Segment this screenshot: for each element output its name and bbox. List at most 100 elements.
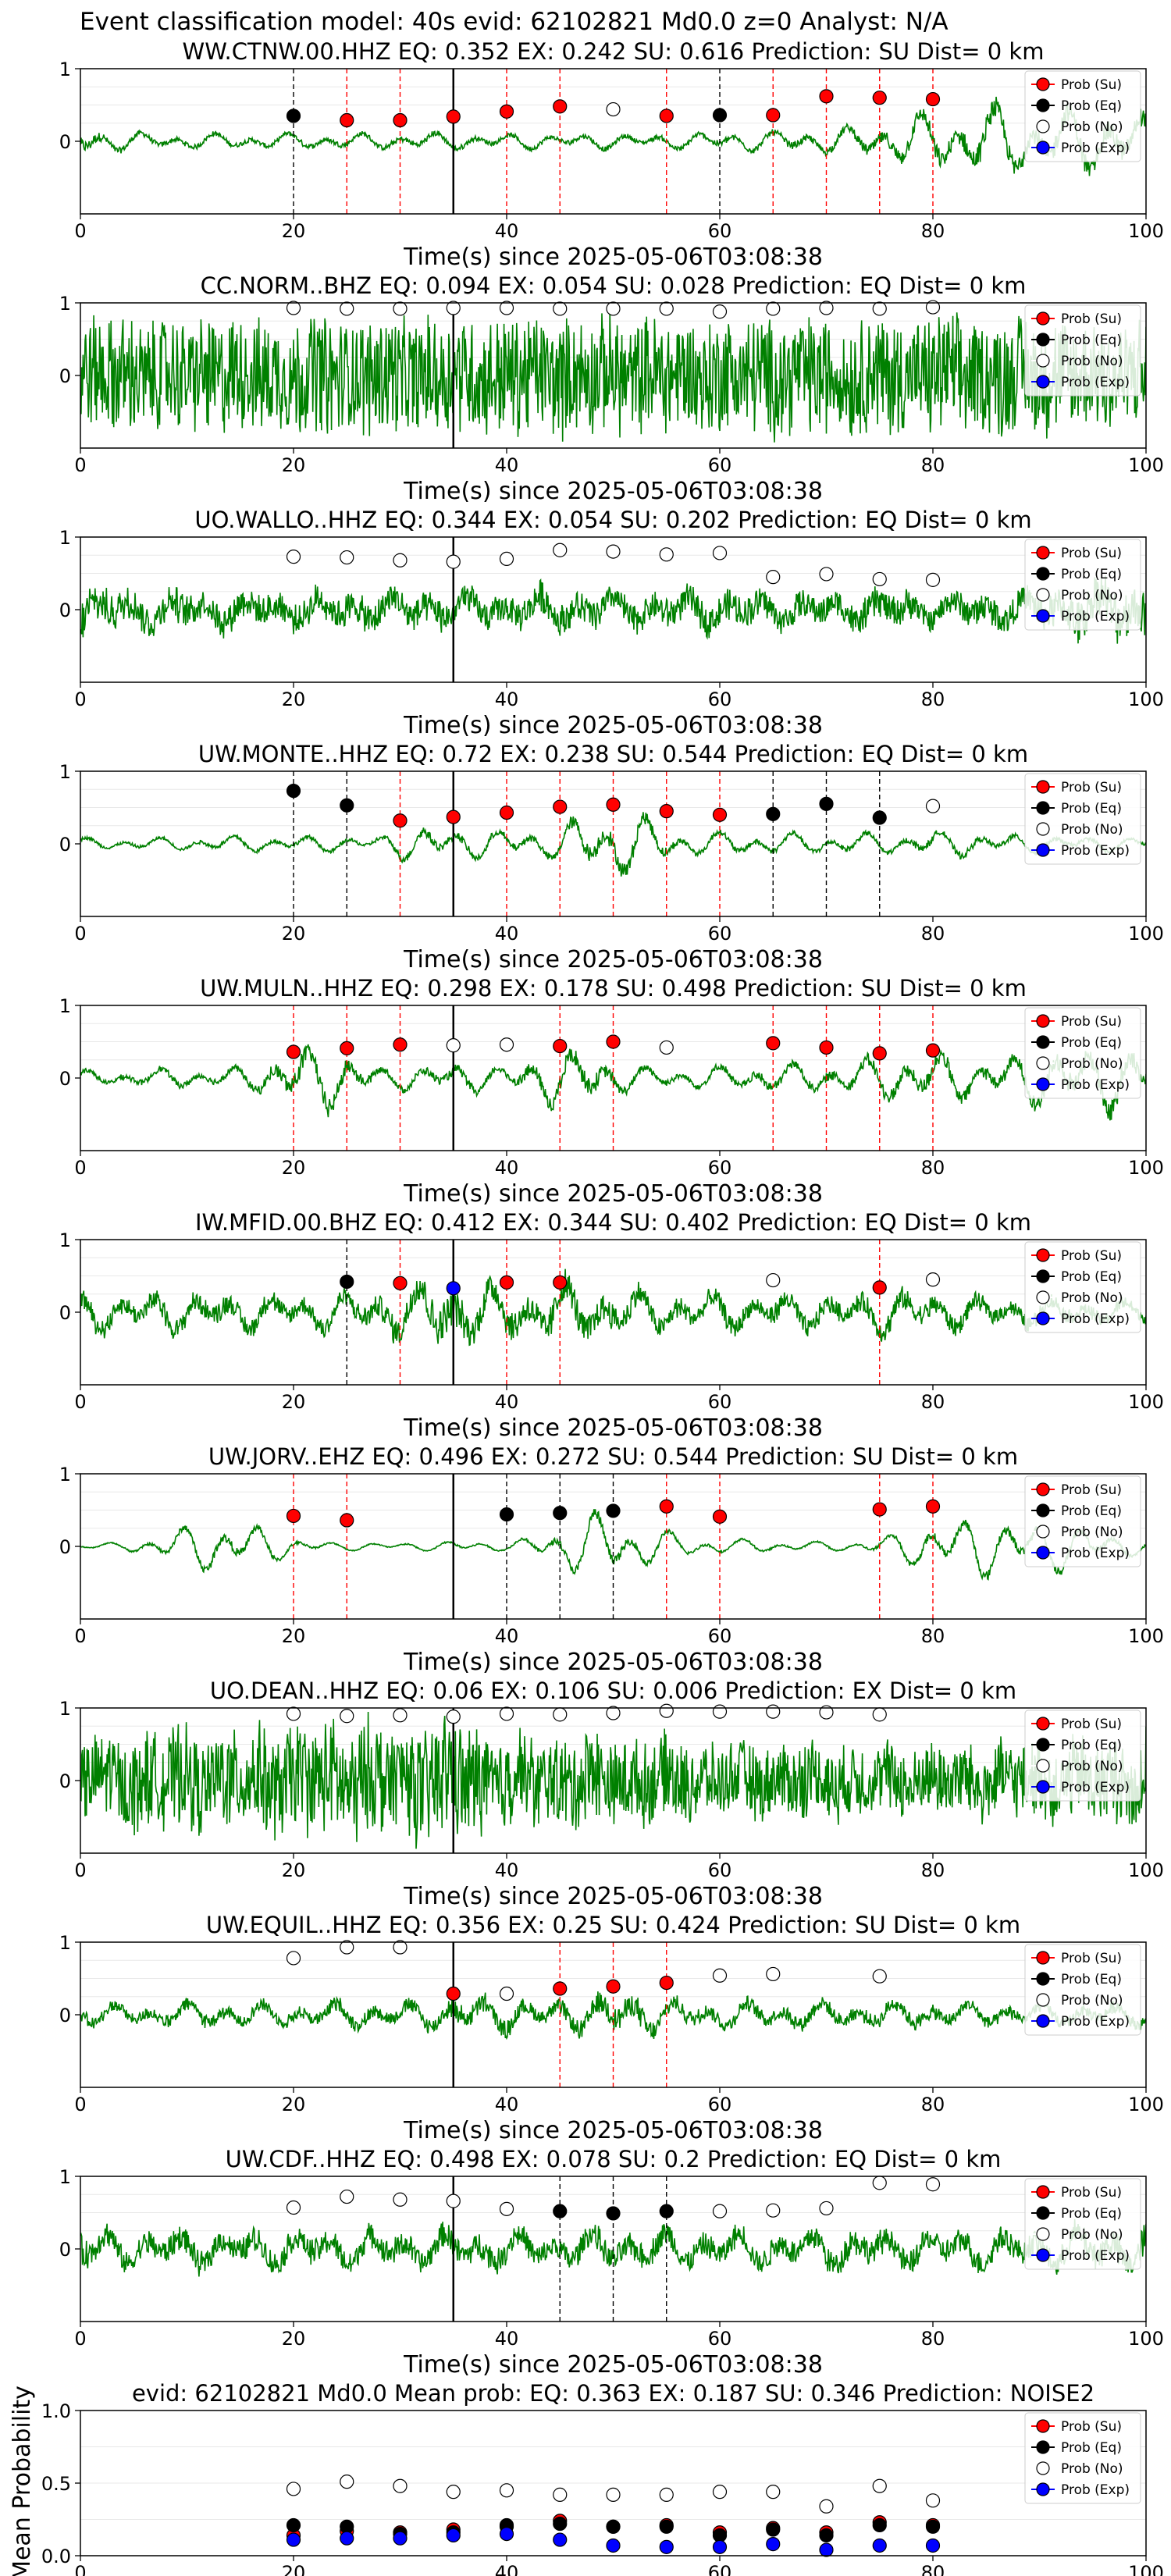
- x-tick-label: 40: [495, 2094, 519, 2115]
- x-tick-label: 40: [495, 220, 519, 242]
- legend-marker: [1036, 1525, 1050, 1539]
- legend: Prob (Su) Prob (Eq) Prob (No) Prob (Exp): [1024, 1007, 1141, 1099]
- legend-label: Prob (Eq): [1061, 2440, 1122, 2456]
- legend-label: Prob (No): [1061, 588, 1123, 603]
- mean-point-no: [925, 2493, 941, 2508]
- x-tick-label: 0: [74, 2094, 86, 2115]
- legend-label: Prob (Exp): [1061, 1546, 1130, 1561]
- legend-frame: [1024, 1710, 1141, 1802]
- legend-marker: [1036, 1717, 1050, 1731]
- legend-label: Prob (Exp): [1061, 609, 1130, 624]
- prob-point-su: [286, 1044, 301, 1059]
- prob-point-su: [553, 99, 568, 114]
- prob-point-no: [393, 2192, 408, 2207]
- panel-title: UW.MONTE..HHZ EQ: 0.72 EX: 0.238 SU: 0.5…: [198, 741, 1028, 767]
- prob-point-no: [340, 550, 354, 565]
- x-tick-label: 40: [495, 923, 519, 945]
- x-tick-label: 80: [921, 2562, 945, 2576]
- prob-point-no: [659, 1040, 674, 1055]
- prob-point-no: [766, 301, 781, 316]
- prob-point-no: [819, 1705, 834, 1720]
- prob-point-no: [606, 1706, 621, 1720]
- legend-marker: [1036, 1014, 1050, 1028]
- legend-marker: [1036, 801, 1050, 815]
- legend-marker: [1036, 98, 1050, 112]
- axes-frame: [80, 68, 1147, 215]
- panel-title: WW.CTNW.00.HHZ EQ: 0.352 EX: 0.242 SU: 0…: [183, 38, 1045, 65]
- y-tick-label: 0: [59, 1536, 71, 1558]
- station-panel: UO.WALLO..HHZ EQ: 0.344 EX: 0.054 SU: 0.…: [59, 507, 1164, 739]
- y-tick-label: 1: [59, 1464, 71, 1485]
- x-tick-label: 40: [495, 2328, 519, 2350]
- prob-point-su: [712, 807, 728, 822]
- y-tick-label: 1: [59, 1698, 71, 1720]
- legend: Prob (Su) Prob (Eq) Prob (No) Prob (Exp): [1024, 1944, 1141, 2036]
- prob-point-no: [393, 301, 408, 316]
- prob-point-no: [872, 1707, 887, 1722]
- station-panel: UW.JORV..EHZ EQ: 0.496 EX: 0.272 SU: 0.5…: [59, 1443, 1164, 1676]
- x-tick-label: 60: [708, 688, 732, 710]
- legend-frame: [1024, 2412, 1141, 2504]
- prob-point-eq: [553, 2204, 568, 2218]
- x-tick-label: 0: [74, 2328, 86, 2350]
- panel-title: IW.MFID.00.BHZ EQ: 0.412 EX: 0.344 SU: 0…: [195, 1209, 1031, 1236]
- mean-point-exp: [659, 2539, 674, 2554]
- x-axis-label: Time(s) since 2025-05-06T03:08:38: [403, 1649, 823, 1676]
- x-tick-label: 0: [74, 1157, 86, 1179]
- x-tick-label: 100: [1128, 2328, 1164, 2350]
- y-tick-label: 0: [59, 365, 71, 387]
- prob-point-eq: [819, 796, 834, 811]
- x-tick-label: 100: [1128, 2562, 1164, 2576]
- x-axis-label: Time(s) since 2025-05-06T03:08:38: [403, 712, 823, 739]
- prob-point-su: [446, 109, 461, 124]
- mean-point-eq: [553, 2516, 568, 2532]
- x-tick-label: 0: [74, 1625, 86, 1647]
- x-tick-label: 20: [282, 2562, 306, 2576]
- mean-point-exp: [925, 2538, 941, 2553]
- prob-point-su: [606, 1034, 621, 1049]
- prob-point-su: [766, 1036, 781, 1051]
- prob-point-no: [766, 1704, 781, 1719]
- plot-area: [80, 537, 1146, 682]
- prob-point-no: [393, 1708, 408, 1723]
- prob-point-no: [286, 2200, 301, 2215]
- legend: Prob (Su) Prob (Eq) Prob (No) Prob (Exp): [1024, 1475, 1141, 1567]
- prob-point-eq: [286, 784, 301, 799]
- prob-point-su: [766, 108, 781, 123]
- legend-marker: [1036, 2419, 1050, 2433]
- legend-marker: [1036, 1311, 1050, 1325]
- x-tick-label: 80: [921, 1391, 945, 1413]
- mean-point-eq: [659, 2519, 674, 2534]
- prob-point-su: [606, 1979, 621, 1994]
- mean-point-eq: [766, 2522, 781, 2537]
- legend-label: Prob (No): [1061, 822, 1123, 838]
- legend-label: Prob (No): [1061, 1056, 1123, 1072]
- prob-point-eq: [712, 108, 728, 123]
- prob-point-no: [819, 301, 834, 315]
- x-tick-label: 80: [921, 1859, 945, 1881]
- mean-point-eq: [872, 2517, 887, 2533]
- prob-point-su: [553, 1038, 568, 1054]
- mean-point-eq: [286, 2517, 301, 2533]
- legend: Prob (Su) Prob (Eq) Prob (No) Prob (Exp): [1024, 1710, 1141, 1802]
- legend-marker: [1036, 2461, 1050, 2475]
- legend-marker: [1036, 77, 1050, 91]
- legend-marker: [1036, 2440, 1050, 2454]
- x-tick-label: 60: [708, 1157, 732, 1179]
- prob-point-eq: [766, 806, 781, 821]
- legend-label: Prob (Exp): [1061, 1311, 1130, 1327]
- prob-point-no: [553, 1707, 568, 1722]
- x-tick-label: 40: [495, 1157, 519, 1179]
- panel-title: UO.DEAN..HHZ EQ: 0.06 EX: 0.106 SU: 0.00…: [210, 1678, 1016, 1704]
- mean-point-exp: [712, 2539, 728, 2554]
- plot-area: [80, 69, 1146, 214]
- mean-point-exp: [393, 2531, 408, 2546]
- x-tick-label: 60: [708, 220, 732, 242]
- prob-point-eq: [606, 2206, 621, 2221]
- mean-probability-panel: evid: 62102821 Md0.0 Mean prob: EQ: 0.36…: [9, 2380, 1164, 2576]
- legend-label: Prob (Eq): [1061, 801, 1122, 817]
- x-tick-label: 0: [74, 1391, 86, 1413]
- prob-point-no: [286, 550, 301, 564]
- x-tick-label: 40: [495, 1859, 519, 1881]
